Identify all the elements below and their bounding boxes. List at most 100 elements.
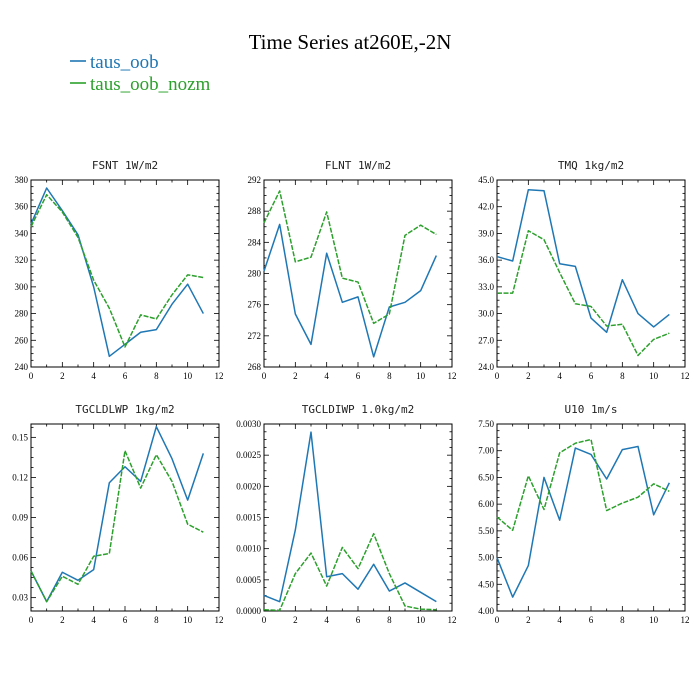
- y-tick-label: 272: [248, 331, 262, 341]
- x-tick-label: 4: [557, 615, 562, 625]
- series-line-taus-oob: [263, 431, 437, 603]
- x-tick-label: 10: [649, 615, 659, 625]
- y-tick-label: 0.09: [12, 513, 28, 523]
- x-tick-label: 0: [262, 371, 267, 381]
- plot-frame: [263, 179, 453, 368]
- x-tick-label: 6: [356, 615, 361, 625]
- x-tick-label: 12: [681, 615, 690, 625]
- y-tick-label: 0.0025: [236, 450, 261, 460]
- series-line-taus-oob-nozm: [30, 449, 204, 603]
- x-tick-label: 4: [324, 371, 329, 381]
- x-tick-label: 12: [215, 371, 224, 381]
- legend-label-taus-oob-nozm: taus_oob_nozm: [90, 74, 211, 95]
- panel-title: TGCLDLWP 1kg/m2: [75, 403, 174, 416]
- x-tick-label: 12: [448, 615, 457, 625]
- x-tick-label: 10: [649, 371, 659, 381]
- x-tick-label: 8: [620, 371, 625, 381]
- series-line-taus-oob-nozm: [263, 190, 437, 325]
- y-tick-label: 360: [15, 202, 29, 212]
- y-tick-label: 39.0: [478, 228, 494, 238]
- panel-title: TGCLDIWP 1.0kg/m2: [302, 403, 415, 416]
- legend-label-taus-oob: taus_oob: [90, 52, 159, 73]
- panel-title: TMQ 1kg/m2: [558, 159, 624, 172]
- y-tick-label: 288: [248, 206, 262, 216]
- x-tick-label: 6: [123, 371, 128, 381]
- x-tick-label: 6: [123, 615, 128, 625]
- y-tick-label: 0.03: [12, 593, 28, 603]
- y-tick-label: 0.0010: [236, 544, 261, 554]
- panel-fsnt: FSNT 1W/m2 0 2 4 6 8 10 12 240 260 280 300 320 340 360…: [15, 159, 224, 381]
- x-tick-label: 2: [60, 615, 65, 625]
- x-tick-label: 6: [589, 371, 594, 381]
- panel-title: FLNT 1W/m2: [325, 159, 391, 172]
- x-tick-label: 0: [262, 615, 267, 625]
- x-tick-label: 8: [620, 615, 625, 625]
- y-tick-label: 6.00: [478, 499, 494, 509]
- y-tick-label: 240: [15, 362, 29, 372]
- y-tick-label: 0.0020: [236, 481, 261, 491]
- x-tick-label: 10: [183, 371, 193, 381]
- series-line-taus-oob-nozm: [263, 532, 437, 612]
- y-tick-label: 320: [15, 255, 29, 265]
- y-tick-label: 0.0000: [236, 606, 261, 616]
- y-tick-label: 268: [248, 362, 262, 372]
- y-tick-label: 4.00: [478, 606, 494, 616]
- series-line-taus-oob: [496, 445, 671, 598]
- x-tick-label: 12: [681, 371, 690, 381]
- plot-frame: [496, 423, 686, 612]
- y-tick-label: 280: [15, 309, 29, 319]
- y-tick-label: 36.0: [478, 255, 494, 265]
- y-tick-label: 292: [248, 175, 262, 185]
- x-tick-label: 4: [91, 615, 96, 625]
- x-tick-label: 6: [356, 371, 361, 381]
- y-tick-label: 4.50: [478, 579, 494, 589]
- figure-title: Time Series at260E,-2N: [249, 30, 452, 54]
- x-tick-label: 4: [324, 615, 329, 625]
- y-tick-label: 0.0015: [236, 513, 261, 523]
- x-tick-label: 4: [91, 371, 96, 381]
- y-tick-label: 24.0: [478, 362, 494, 372]
- y-tick-label: 0.0005: [236, 575, 261, 585]
- x-tick-label: 2: [526, 615, 531, 625]
- y-tick-label: 30.0: [478, 309, 494, 319]
- y-tick-label: 260: [15, 335, 29, 345]
- y-tick-label: 45.0: [478, 175, 494, 185]
- panel-tmq: TMQ 1kg/m2 0 2 4 6 8 10 12 24.0 27.0 30.0 33.0 36.0 3…: [478, 159, 689, 381]
- y-tick-label: 5.00: [478, 553, 494, 563]
- y-tick-label: 6.50: [478, 472, 494, 482]
- y-tick-label: 42.0: [478, 202, 494, 212]
- x-tick-label: 6: [589, 615, 594, 625]
- x-tick-label: 10: [416, 371, 426, 381]
- x-tick-label: 2: [293, 371, 298, 381]
- x-tick-label: 8: [154, 615, 159, 625]
- series-line-taus-oob-nozm: [30, 193, 204, 348]
- y-tick-label: 0.06: [12, 553, 28, 563]
- y-tick-label: 0.0030: [236, 419, 261, 429]
- panels: FSNT 1W/m20 2 4 6 8 10 12240260280300320340360…: [12, 159, 689, 625]
- panel-u10: U10 1m/s 0 2 4 6 8 10 12 4.00 4.50 5.00 5.50 6.00 6.5…: [478, 403, 689, 625]
- y-tick-label: 5.50: [478, 526, 494, 536]
- series-line-taus-oob-nozm: [497, 230, 670, 357]
- y-tick-label: 27.0: [478, 335, 494, 345]
- x-tick-label: 0: [495, 371, 500, 381]
- series-line-taus-oob-nozm: [496, 438, 670, 532]
- plot-frame: [263, 423, 453, 612]
- y-tick-label: 380: [15, 175, 29, 185]
- x-tick-label: 10: [183, 615, 193, 625]
- series-line-taus-oob: [263, 223, 438, 358]
- x-tick-label: 4: [557, 371, 562, 381]
- x-tick-label: 10: [416, 615, 426, 625]
- y-tick-label: 33.0: [478, 282, 494, 292]
- x-tick-label: 0: [29, 371, 34, 381]
- x-tick-label: 2: [60, 371, 65, 381]
- y-tick-label: 7.50: [478, 419, 494, 429]
- x-tick-label: 0: [495, 615, 500, 625]
- y-tick-label: 276: [248, 300, 262, 310]
- x-tick-label: 0: [29, 615, 34, 625]
- y-tick-label: 284: [248, 237, 262, 247]
- x-tick-label: 12: [215, 615, 224, 625]
- x-tick-label: 12: [448, 371, 457, 381]
- x-tick-label: 8: [387, 615, 392, 625]
- panel-title: U10 1m/s: [565, 403, 618, 416]
